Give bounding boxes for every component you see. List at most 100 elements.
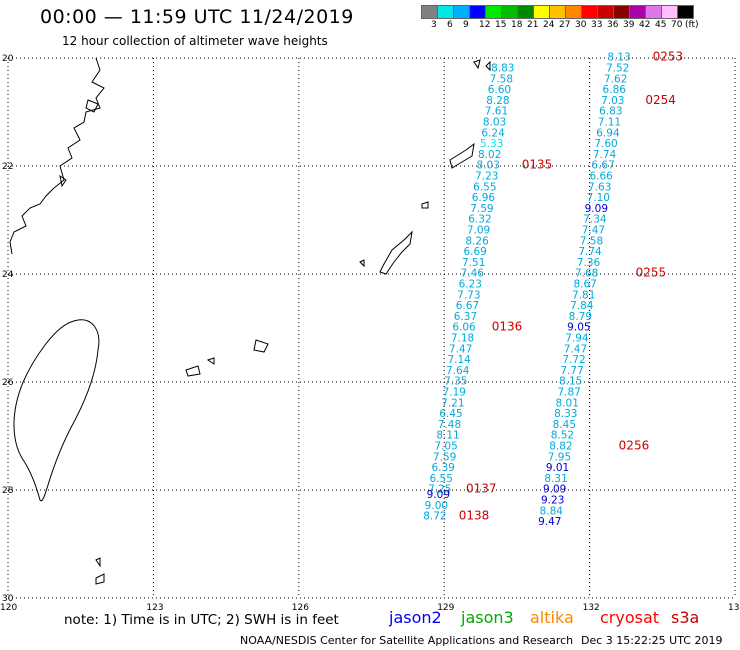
color-scale-label: 21 <box>527 20 539 30</box>
wave-height-value: 6.60 <box>488 84 511 96</box>
wave-height-value: 7.47 <box>449 343 472 355</box>
wave-height-value: 7.63 <box>588 181 611 193</box>
wave-height-value: 7.61 <box>485 106 508 118</box>
wave-height-value: 7.59 <box>470 203 493 215</box>
color-scale-label: 9 <box>463 20 469 30</box>
color-scale-label: 3 <box>431 20 437 30</box>
wave-height-value: 5.33 <box>480 138 503 150</box>
color-scale-label: 42 <box>639 20 651 30</box>
wave-height-value: 6.69 <box>463 246 486 258</box>
pass-time-label: 0137 <box>466 482 497 496</box>
latitude-label: 26 <box>2 378 14 388</box>
wave-height-value: 8.67 <box>573 279 596 291</box>
pass-time-label: 0254 <box>645 93 676 107</box>
wave-height-value: 7.64 <box>446 365 470 377</box>
coastline <box>9 57 491 585</box>
wave-height-value: 6.32 <box>468 214 491 226</box>
island <box>95 573 105 585</box>
pass-time-label: 0255 <box>636 266 667 280</box>
wave-height-value: 9.09 <box>427 489 450 501</box>
wave-height-value: 7.59 <box>433 451 456 463</box>
latitude-label: 24 <box>2 270 14 280</box>
pass-time-label: 0256 <box>619 439 650 453</box>
color-scale-label: 33 <box>591 20 603 30</box>
wave-height-value: 7.51 <box>462 257 485 269</box>
color-scale-label: 70 <box>671 20 683 30</box>
wave-height-value: 7.03 <box>601 95 624 107</box>
wave-height-value: 8.84 <box>540 505 564 517</box>
wave-height-value: 7.21 <box>441 397 464 409</box>
longitude-label: 132 <box>583 603 600 613</box>
longitude-label: 126 <box>292 603 309 613</box>
wave-height-value: 8.31 <box>544 473 567 485</box>
wave-height-value: 7.81 <box>572 289 595 301</box>
china-coastline <box>9 57 105 255</box>
wave-height-value: 7.94 <box>565 333 589 345</box>
taiwan-island <box>13 319 100 502</box>
wave-height-value: 7.09 <box>467 225 490 237</box>
page-title: 00:00 — 11:59 UTC 11/24/2019 <box>40 6 354 28</box>
wave-height-value: 9.47 <box>538 516 561 528</box>
wave-height-value: 7.35 <box>444 376 467 388</box>
wave-height-value: 8.02 <box>478 149 501 161</box>
wave-height-value: 7.05 <box>434 441 457 453</box>
wave-height-value: 7.36 <box>577 257 601 269</box>
wave-height-value: 6.55 <box>473 181 496 193</box>
island <box>185 365 201 377</box>
color-scale-label: 24 <box>543 20 555 30</box>
wave-height-value: 7.11 <box>598 117 621 129</box>
latitude-label: 20 <box>2 54 14 64</box>
credit-line: NOAA/NESDIS Center for Satellite Applica… <box>240 634 574 647</box>
wave-height-value: 6.23 <box>459 279 482 291</box>
latitude-label: 28 <box>2 486 14 496</box>
satellite-altika: altika <box>530 608 574 627</box>
wave-height-value: 6.45 <box>439 408 462 420</box>
color-scale-labels: 3 6 9 12 15 18 21 24 27 30 33 36 39 42 45 70 (ft) <box>421 20 740 32</box>
island <box>206 357 215 365</box>
wave-height-value: 8.82 <box>549 441 572 453</box>
wave-height-value: 9.09 <box>585 203 608 215</box>
wave-height-value: 6.06 <box>452 322 476 334</box>
island <box>253 339 269 353</box>
wave-height-value: 8.11 <box>436 430 459 442</box>
wave-height-value: 8.52 <box>551 430 574 442</box>
wave-height-value: 6.39 <box>431 462 454 474</box>
longitude-label: 120 <box>0 603 17 613</box>
okinawa-island <box>379 230 413 275</box>
wave-height-value: 6.96 <box>472 192 496 204</box>
wave-height-value: 7.19 <box>443 387 466 399</box>
wave-height-value: 7.18 <box>451 333 474 345</box>
wave-height-value: 8.83 <box>491 63 514 75</box>
wave-height-value: 7.46 <box>461 268 485 280</box>
color-scale-label: 12 <box>479 20 491 30</box>
axis-labels: 120 123 126 129 132 135 30 28 26 24 22 20 <box>0 54 740 613</box>
wave-height-value: 7.84 <box>570 300 594 312</box>
wave-height-value: 8.03 <box>483 117 506 129</box>
wave-height-value: 7.52 <box>606 63 629 75</box>
wave-height-value: 7.58 <box>580 235 603 247</box>
wave-height-value: 8.13 <box>607 52 630 64</box>
wave-height-value: 6.86 <box>603 84 627 96</box>
color-scale-label: 36 <box>607 20 619 30</box>
wave-height-value: 7.58 <box>490 73 513 85</box>
wave-height-value: 7.77 <box>560 365 583 377</box>
color-scale-label: 30 <box>575 20 587 30</box>
wave-height-value: 8.03 <box>477 160 500 172</box>
wave-height-value: 7.34 <box>583 214 607 226</box>
units-note: note: 1) Time is in UTC; 2) SWH is in fe… <box>64 612 339 628</box>
satellite-cryosat: cryosat <box>600 608 660 627</box>
wave-height-value: 7.10 <box>587 192 610 204</box>
satellite-jason3: jason3 <box>461 608 514 627</box>
wave-height-value: 8.72 <box>423 511 446 523</box>
color-scale-label: 18 <box>511 20 523 30</box>
color-scale-label: 6 <box>447 20 453 30</box>
satellite-jason2: jason2 <box>389 608 442 627</box>
wave-height-value: 9.23 <box>541 495 564 507</box>
wave-height-value: 7.87 <box>557 387 580 399</box>
wave-height-value: 8.26 <box>465 235 489 247</box>
color-scale-label: 15 <box>495 20 507 30</box>
amami-island <box>449 142 475 169</box>
pass-time-label: 0135 <box>522 158 553 172</box>
wave-height-value: 6.37 <box>454 311 477 323</box>
